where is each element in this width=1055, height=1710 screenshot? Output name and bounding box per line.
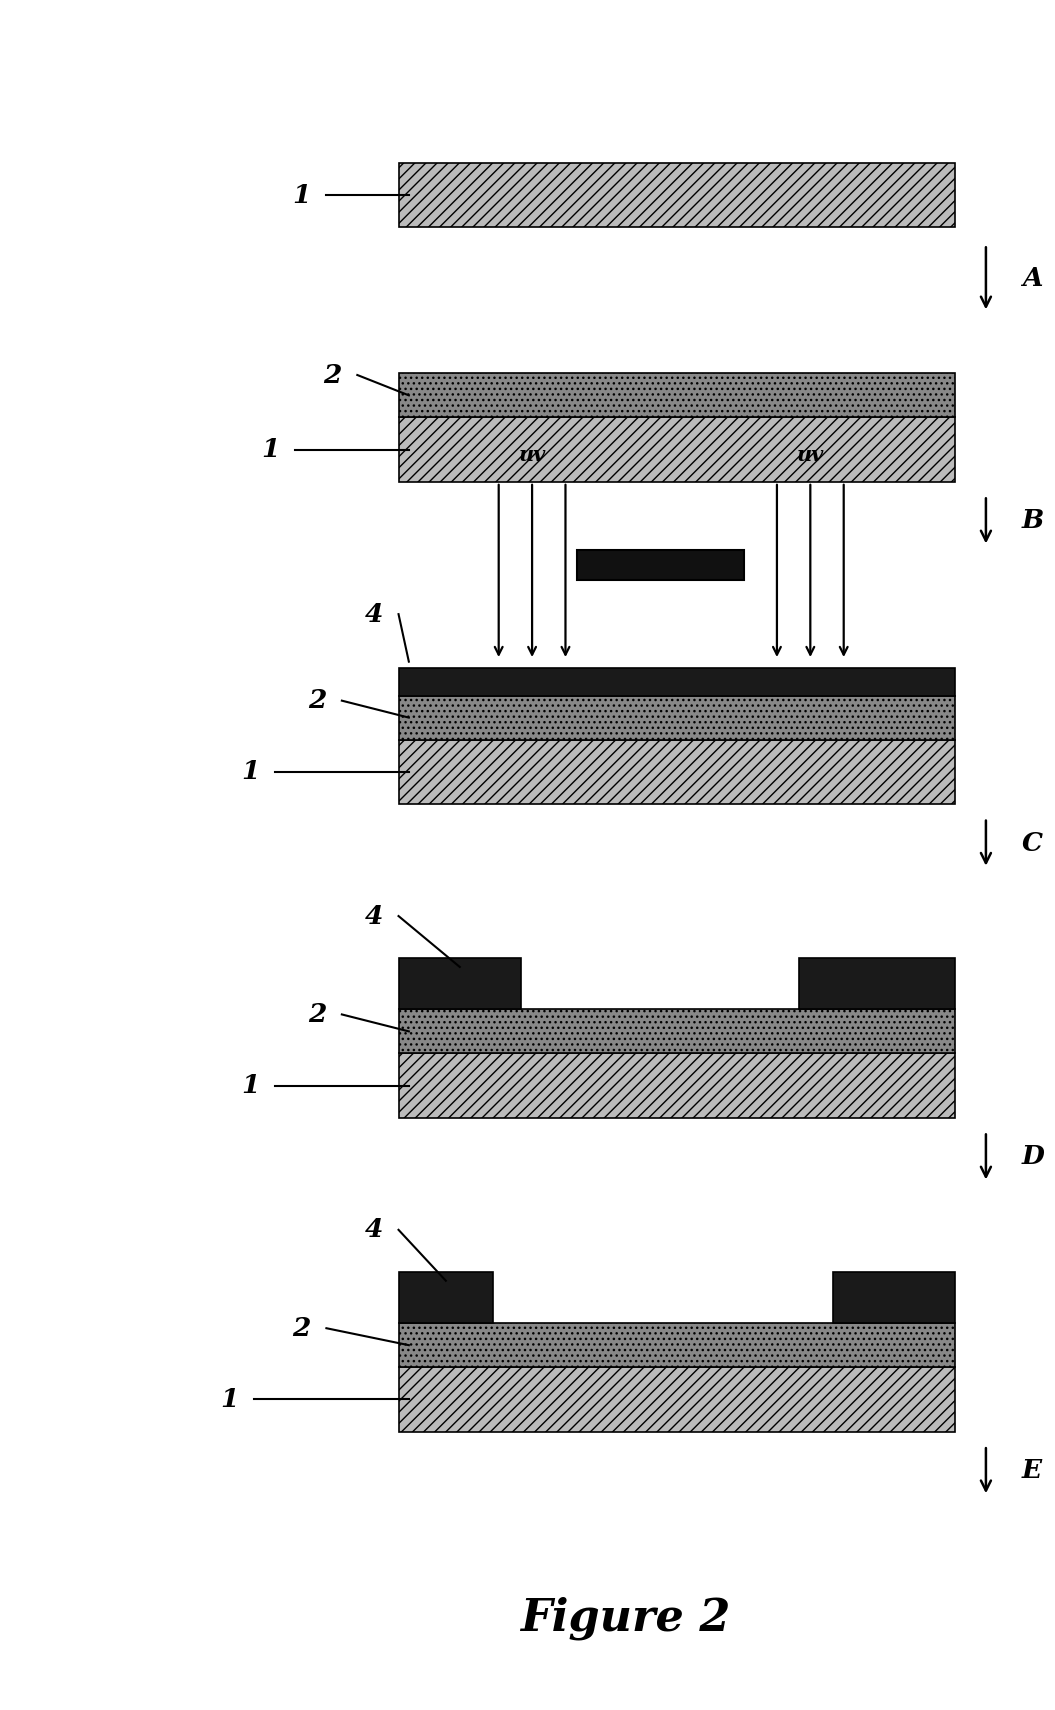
Text: uv: uv bbox=[518, 445, 545, 465]
Text: 4: 4 bbox=[365, 903, 383, 929]
Bar bbox=[399, 959, 521, 1009]
Text: 4: 4 bbox=[365, 602, 383, 626]
Text: Figure 2: Figure 2 bbox=[520, 1597, 730, 1640]
Text: 1: 1 bbox=[241, 759, 260, 785]
Text: 2: 2 bbox=[324, 363, 342, 388]
Bar bbox=[399, 162, 955, 227]
Bar bbox=[399, 1368, 955, 1431]
Text: 2: 2 bbox=[308, 1002, 326, 1028]
Text: 1: 1 bbox=[262, 438, 280, 462]
Bar bbox=[399, 1009, 955, 1053]
Bar bbox=[399, 373, 955, 417]
Bar bbox=[399, 1272, 493, 1324]
Text: 1: 1 bbox=[292, 183, 311, 207]
Bar bbox=[399, 740, 955, 804]
Text: 2: 2 bbox=[308, 687, 326, 713]
Text: D: D bbox=[1022, 1144, 1044, 1170]
Text: B: B bbox=[1022, 508, 1044, 534]
Bar bbox=[399, 696, 955, 740]
Bar bbox=[800, 959, 955, 1009]
Text: C: C bbox=[1022, 831, 1043, 855]
Text: 1: 1 bbox=[220, 1387, 238, 1412]
Text: 1: 1 bbox=[241, 1074, 260, 1098]
Bar bbox=[577, 549, 744, 580]
Text: A: A bbox=[1022, 265, 1042, 291]
Bar bbox=[399, 1053, 955, 1118]
Text: E: E bbox=[1022, 1459, 1042, 1483]
Text: 2: 2 bbox=[292, 1315, 311, 1341]
Bar bbox=[399, 417, 955, 482]
Bar bbox=[399, 669, 955, 696]
Bar bbox=[399, 1324, 955, 1368]
Text: uv: uv bbox=[797, 445, 824, 465]
Bar bbox=[832, 1272, 955, 1324]
Text: 4: 4 bbox=[365, 1218, 383, 1243]
